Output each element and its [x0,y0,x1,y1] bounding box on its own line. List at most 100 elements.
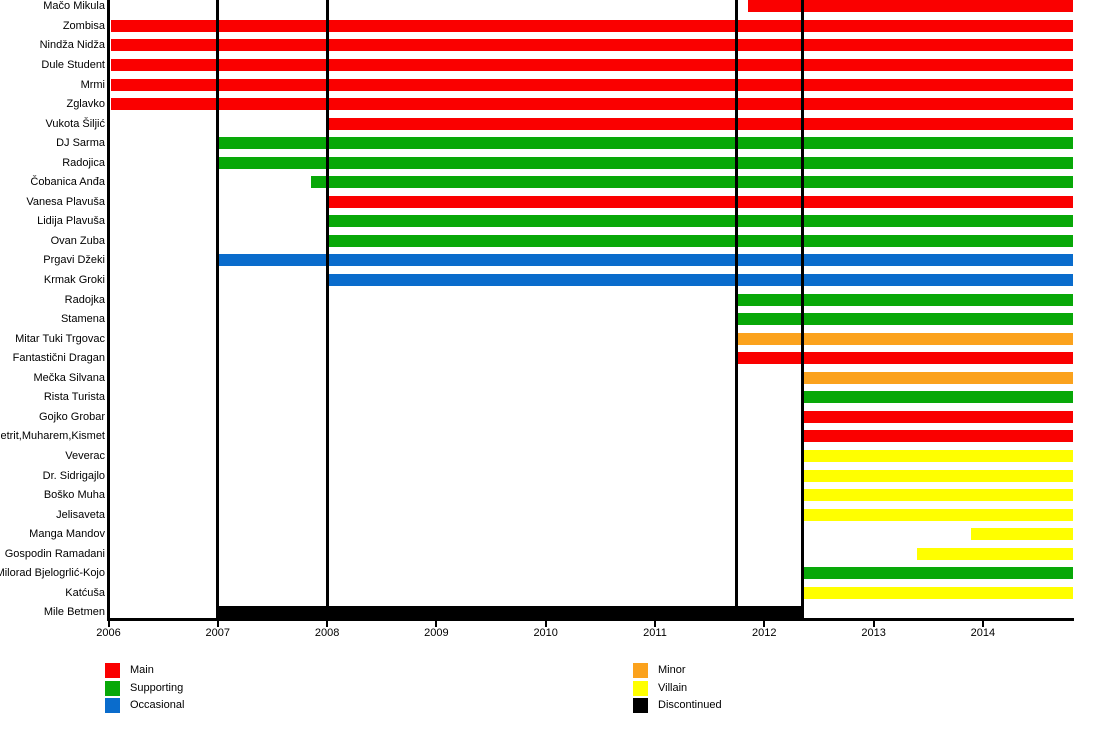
row-label: Radojka [64,293,105,306]
legend-swatch-occasional [105,698,120,714]
legend-label: Main [130,664,154,676]
legend-label: Discontinued [658,699,722,712]
timeline-bar-main [802,410,1073,423]
row-label: Zglavko [66,98,105,111]
timeline-bar-supporting [802,391,1073,404]
timeline-bar-supporting [802,567,1073,580]
x-axis-tick [544,621,547,627]
x-axis-tick [435,621,438,627]
row-label: DJ Sarma [56,137,105,150]
timeline-bar-main [327,195,1073,208]
timeline-bar-main [110,58,1073,71]
x-axis-tick-label: 2010 [533,627,558,639]
row-label: Veverac [65,449,105,462]
timeline-bar-main [747,0,1073,13]
vertical-gridline [325,0,329,621]
row-label: Mečka Silvana [33,371,105,384]
row-label: Katćuša [65,586,105,599]
row-label: Mile Betmen [43,606,105,619]
timeline-bar-supporting [217,137,1073,150]
row-label: Radojica [62,156,105,169]
timeline-bar-main [736,352,1073,365]
x-axis-tick [763,621,766,627]
legend-swatch-villain [633,680,648,696]
timeline-bar-supporting [327,215,1073,228]
row-label: Zombisa [62,19,105,32]
x-axis-tick [981,621,984,627]
timeline-bar-villain [970,528,1073,541]
legend-label: Occasional [130,699,185,712]
timeline-bar-villain [802,586,1073,599]
x-axis-tick [872,621,875,627]
timeline-bar-main [110,39,1073,52]
vertical-gridline [216,0,220,621]
timeline-bar-supporting [310,176,1073,189]
x-axis-tick [326,621,329,627]
row-label: Dr. Sidrigajlo [42,469,105,482]
timeline-bar-minor [802,371,1073,384]
timeline-bar-main [110,19,1073,32]
row-label: Milorad Bjelogrlić-Kojo [0,567,105,580]
x-axis-line [107,618,1074,621]
timeline-bar-main [110,98,1073,111]
legend-label: Supporting [130,681,184,694]
vertical-gridline [801,0,805,621]
x-axis-tick [216,621,219,627]
timeline-bar-main [802,430,1073,443]
row-label: Fantastični Dragan [12,352,105,365]
row-label: Boško Muha [43,489,105,502]
legend-swatch-minor [633,663,648,678]
x-axis-tick-label: 2012 [752,627,777,639]
x-axis-tick-label: 2011 [643,627,667,639]
row-label: Rista Turista [43,391,105,404]
legend-label: Villain [658,681,688,694]
timeline-bar-villain [802,489,1073,502]
x-axis-tick-label: 2007 [205,627,231,639]
row-label: Vukota Šiljić [45,117,105,130]
timeline-bar-supporting [736,293,1073,306]
row-label: Petrit,Muharem,Kismet [0,430,105,443]
row-label: Vanesa Plavuša [26,195,105,208]
legend-swatch-main [105,663,120,678]
x-axis-tick-label: 2014 [970,627,996,639]
legend-swatch-supporting [105,680,120,696]
row-label: Stamena [60,313,105,326]
timeline-bar-villain [802,449,1073,462]
timeline-bar-supporting [736,313,1073,326]
timeline-bar-occasional [327,274,1073,286]
timeline-bar-discontinued [217,606,803,619]
row-label: Lidija Plavuša [37,215,105,228]
timeline-bar-supporting [217,156,1073,169]
x-axis-tick [107,621,110,627]
row-label: Mrmi [80,78,105,91]
row-label: Nindža Nidža [39,39,105,52]
row-label: Prgavi Džeki [43,254,105,267]
x-axis-tick-label: 2009 [424,627,449,639]
x-axis-tick-label: 2008 [314,627,340,639]
y-axis-spine [107,0,110,621]
timeline-bar-villain [917,547,1073,560]
row-label: Čobanica Anđa [30,176,105,189]
x-axis-tick [654,621,656,627]
row-label: Ovan Zuba [50,234,105,247]
row-label: Gospodin Ramadani [4,547,105,560]
legend-label: Minor [658,664,686,676]
timeline-bar-supporting [327,234,1073,247]
row-label: Jelisaveta [56,508,105,521]
vertical-gridline [735,0,739,621]
timeline-bar-villain [802,469,1073,482]
row-label: Mačo Mikula [43,0,105,13]
row-label: Manga Mandov [29,528,105,541]
x-axis-tick-label: 2006 [96,627,121,639]
timeline-bar-main [110,78,1073,91]
timeline-bar-villain [802,508,1073,521]
row-label: Dule Student [41,58,105,71]
timeline-bar-minor [736,332,1073,345]
x-axis-tick-label: 2013 [861,627,886,639]
row-label: Krmak Groki [43,274,105,286]
row-label: Mitar Tuki Trgovac [15,332,105,345]
timeline-bar-occasional [217,254,1073,267]
legend-swatch-discontinued [633,698,648,714]
timeline-bar-main [327,117,1073,130]
